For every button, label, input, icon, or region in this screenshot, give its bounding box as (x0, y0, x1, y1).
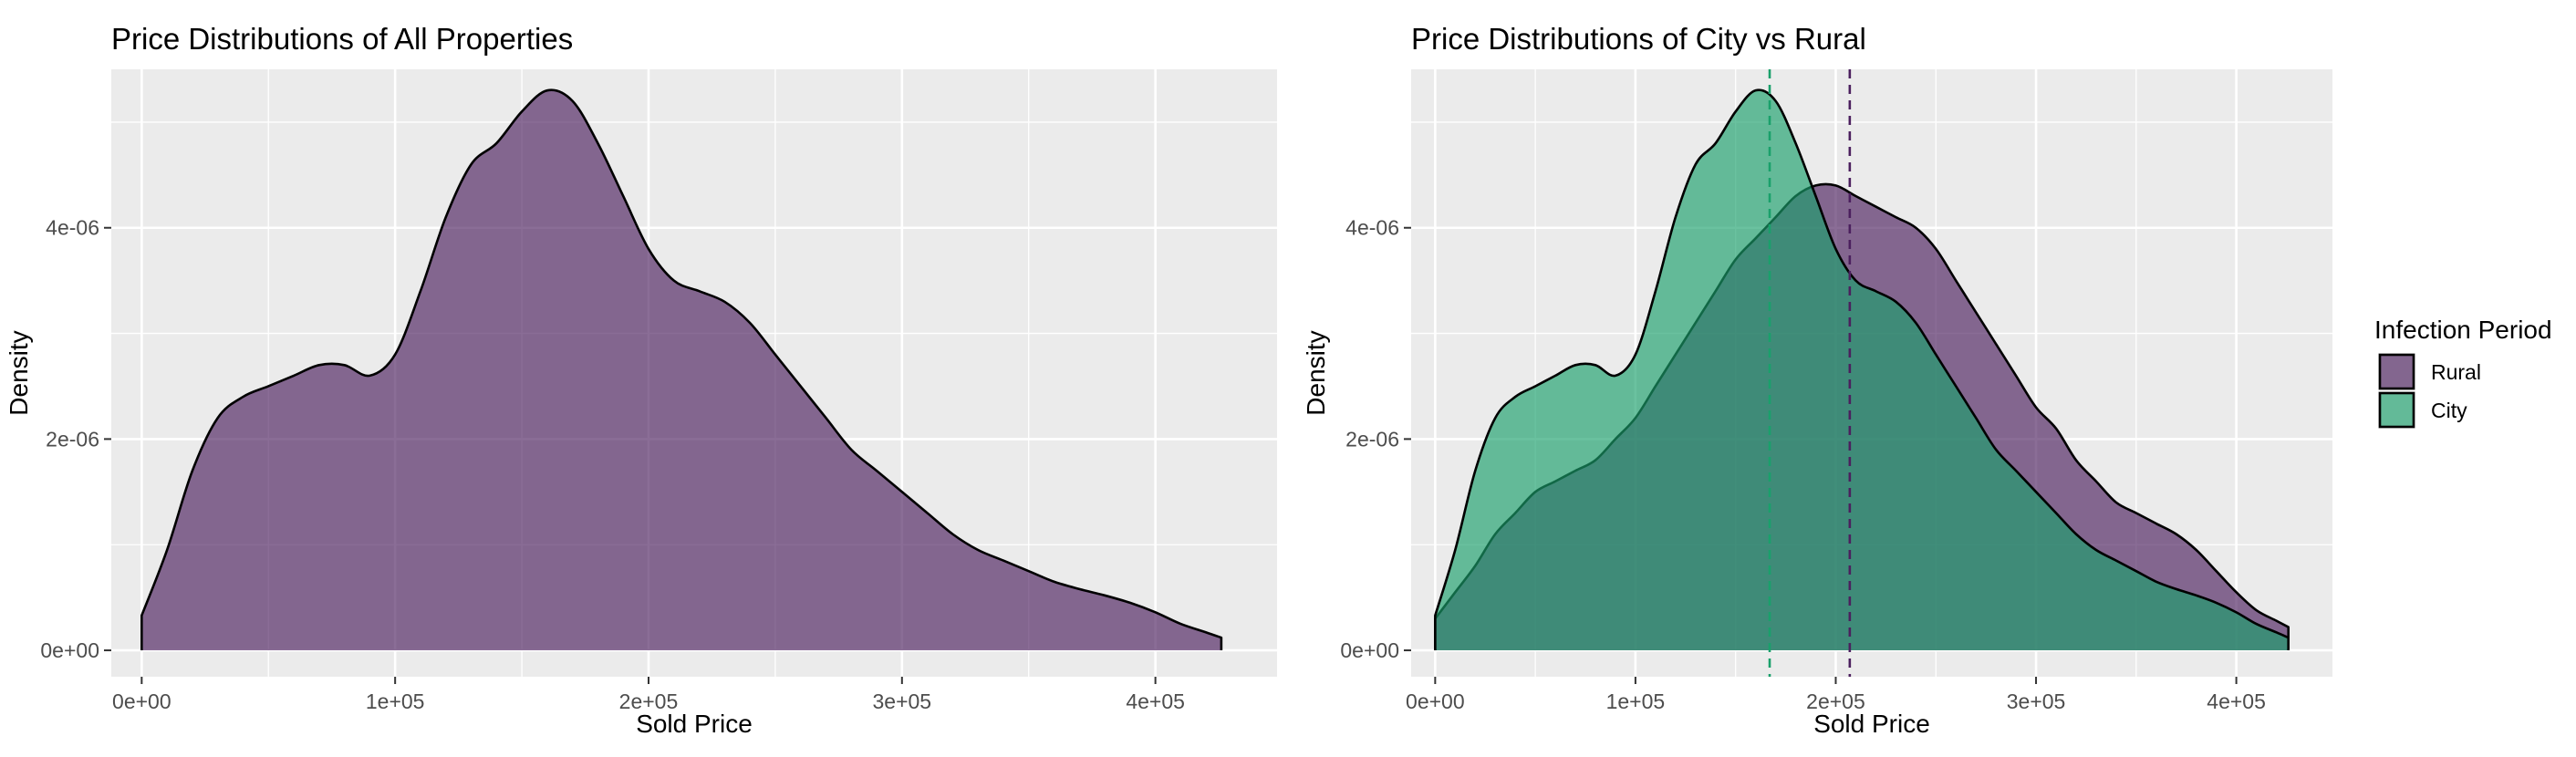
legend-swatch-rural (2378, 353, 2415, 390)
x-tick-label: 4e+05 (2207, 690, 2266, 713)
chart-title: Price Distributions of All Properties (111, 22, 573, 56)
x-tick-label: 2e+05 (619, 690, 679, 713)
chart-title: Price Distributions of City vs Rural (1411, 22, 1866, 56)
series-density-line (140, 88, 1223, 651)
y-tick-label: 4e-06 (1345, 216, 1399, 240)
legend: Infection Period Rural City (2374, 316, 2552, 429)
x-tick-label: 2e+05 (1806, 690, 1865, 713)
series-density-area (141, 89, 1221, 651)
legend-label-city: City (2431, 399, 2467, 422)
x-tick-label: 1e+05 (366, 690, 425, 713)
legend-title: Infection Period (2374, 316, 2552, 344)
x-tick-label: 1e+05 (1606, 690, 1666, 713)
legend-swatch-city (2378, 391, 2415, 429)
chart-panel-1: 0e+00 1e+05 2e+05 3e+05 4e+05 0e+00 2e-06 4e-06… (5, 22, 1277, 738)
x-tick-label: 3e+05 (873, 690, 932, 713)
y-tick-label: 4e-06 (46, 216, 99, 240)
y-tick-label: 0e+00 (40, 638, 99, 662)
chart-panel-2: 0e+00 1e+05 2e+05 3e+05 4e+05 0e+00 2e-06 4e-06… (1302, 22, 2552, 738)
y-tick-label: 2e-06 (1345, 427, 1399, 451)
city-density-line (1434, 88, 2290, 651)
y-tick-label: 2e-06 (46, 427, 99, 451)
x-tick-label: 3e+05 (2007, 690, 2066, 713)
x-tick-label: 0e+00 (112, 690, 171, 713)
y-tick-label: 0e+00 (1340, 638, 1399, 662)
x-tick-label: 4e+05 (1126, 690, 1185, 713)
legend-label-rural: Rural (2431, 360, 2481, 384)
x-axis-title: Sold Price (636, 710, 753, 738)
city-density-area (1435, 89, 2289, 651)
y-axis-title: Density (1302, 330, 1330, 415)
y-axis-title: Density (5, 330, 33, 415)
x-tick-label: 0e+00 (1406, 690, 1465, 713)
x-axis-title: Sold Price (1813, 710, 1930, 738)
